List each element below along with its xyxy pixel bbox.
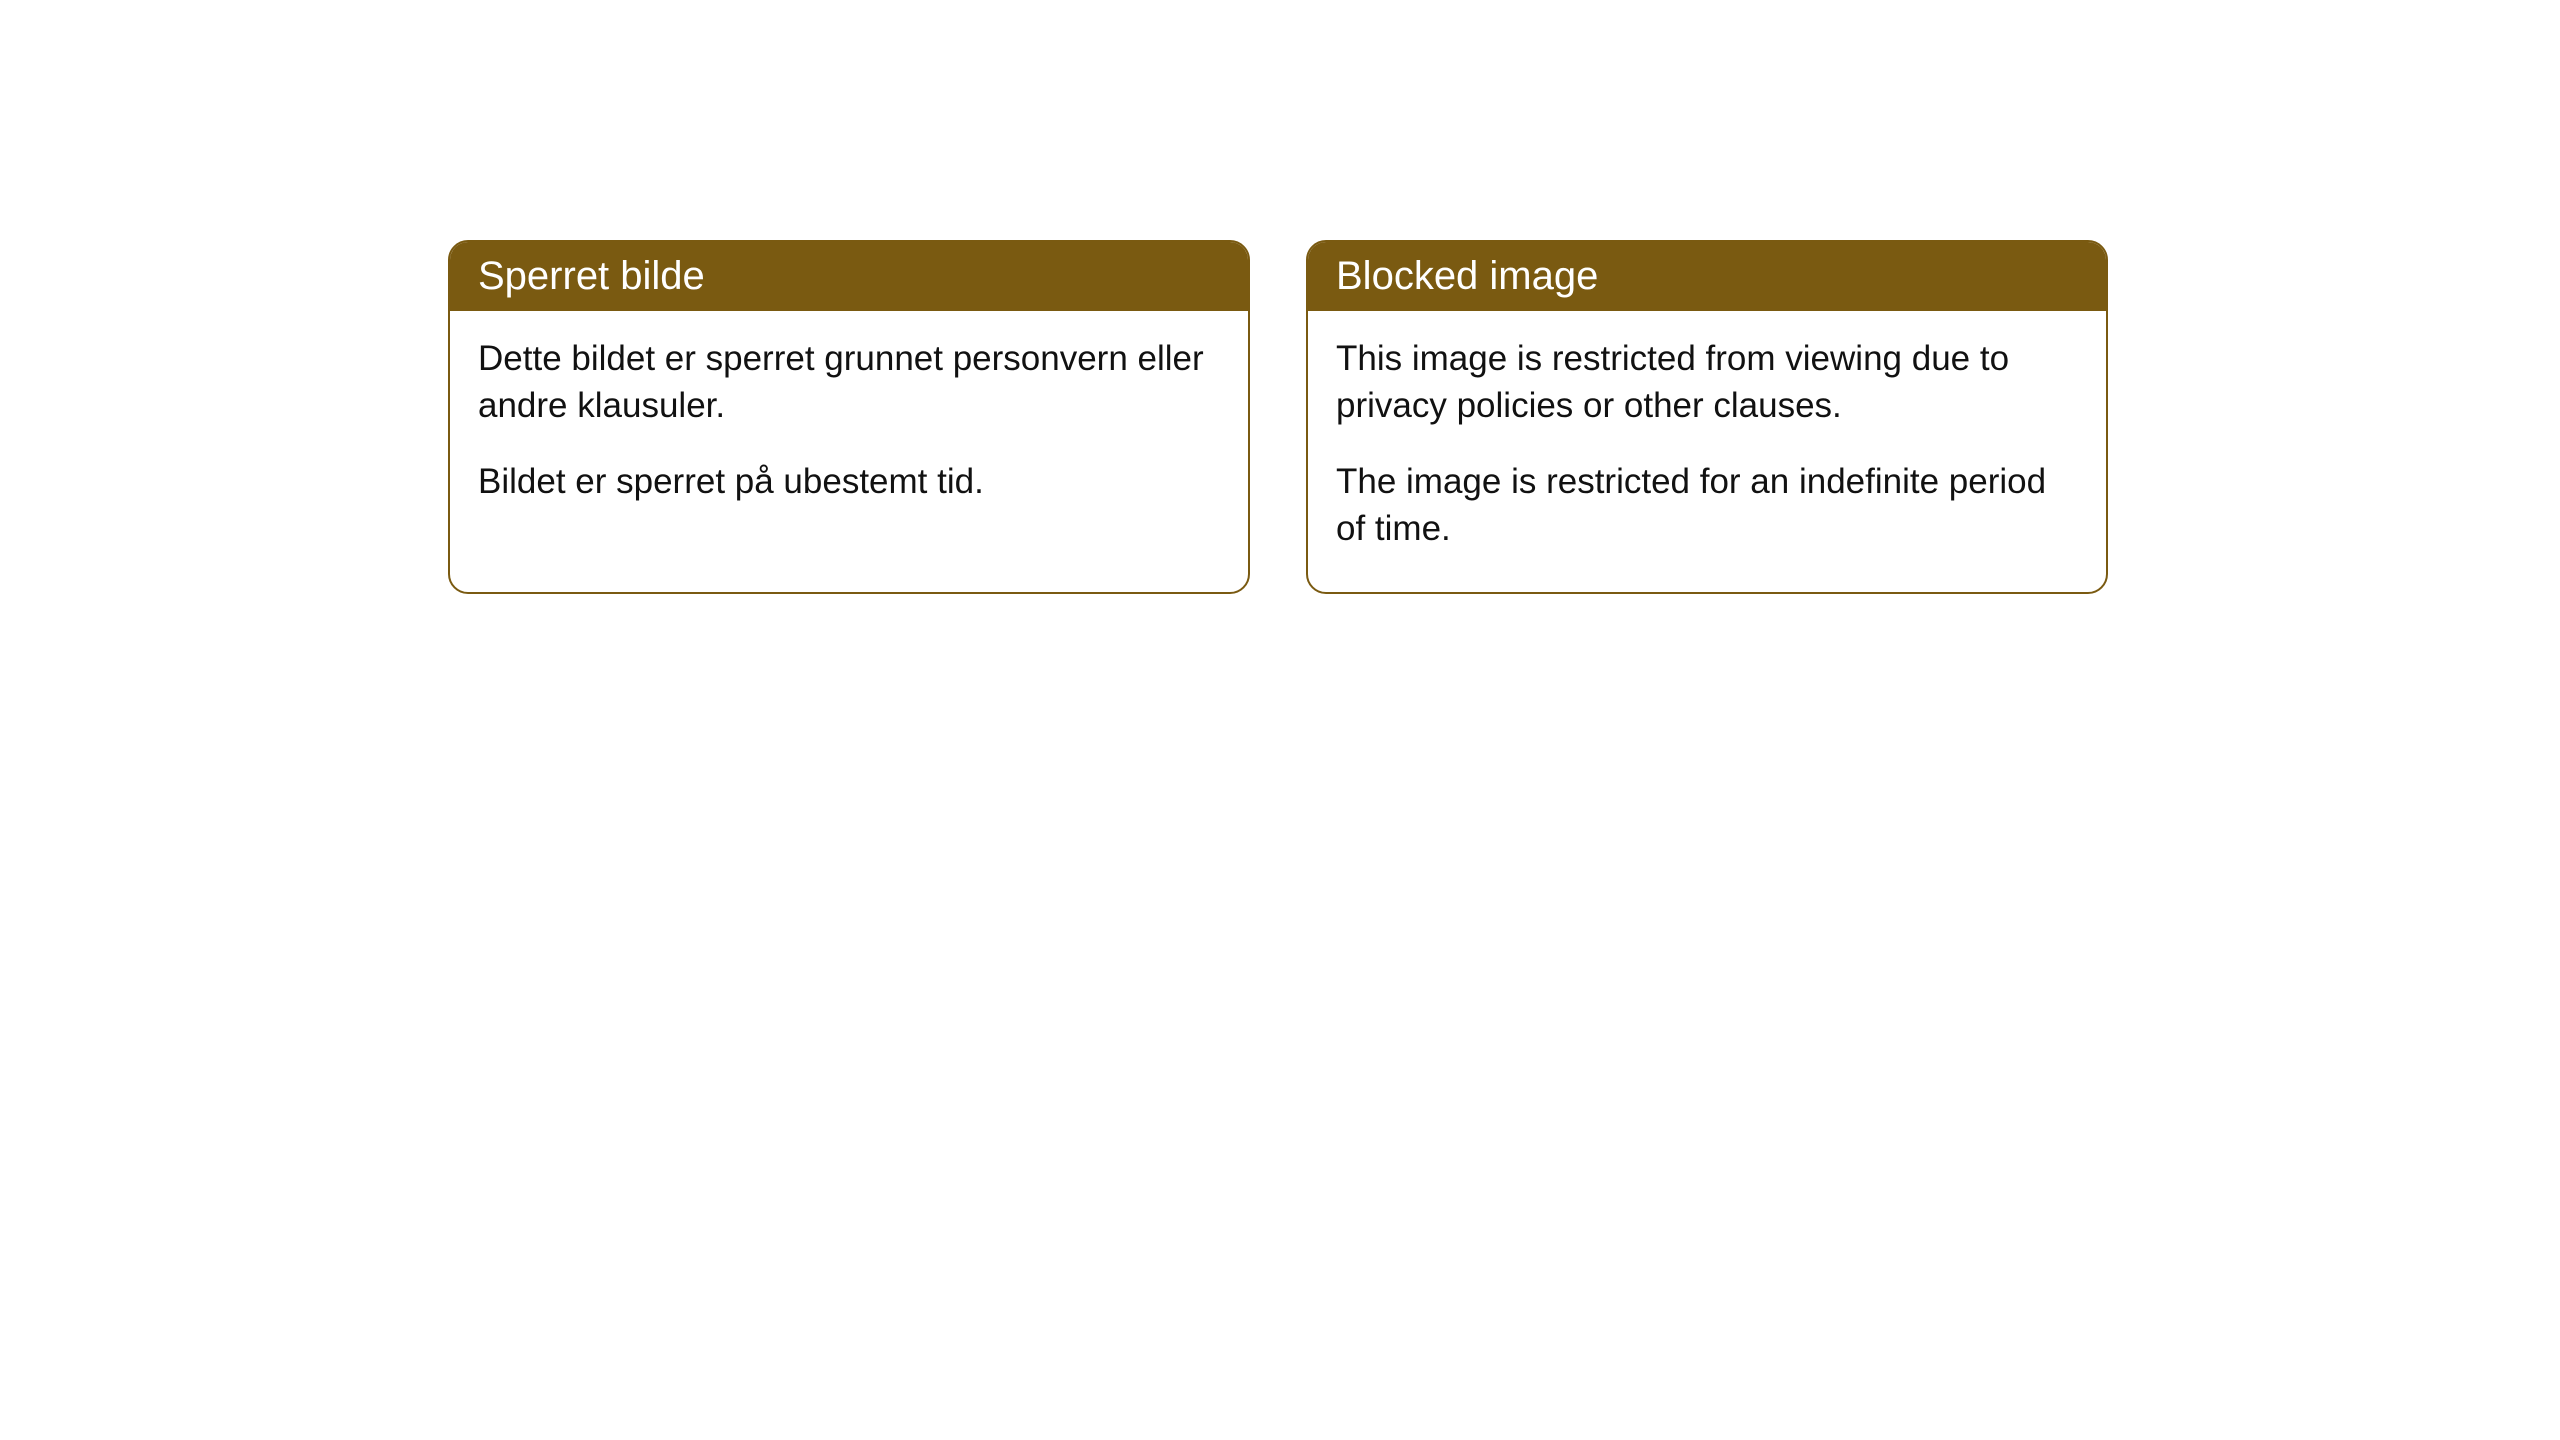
card-title-en: Blocked image <box>1336 254 1598 298</box>
card-title-no: Sperret bilde <box>478 254 705 298</box>
card-paragraph-no-2: Bildet er sperret på ubestemt tid. <box>478 458 1220 505</box>
card-header-en: Blocked image <box>1308 242 2106 311</box>
card-body-en: This image is restricted from viewing du… <box>1308 311 2106 592</box>
card-paragraph-no-1: Dette bildet er sperret grunnet personve… <box>478 335 1220 430</box>
blocked-image-card-en: Blocked image This image is restricted f… <box>1306 240 2108 594</box>
notice-cards-container: Sperret bilde Dette bildet er sperret gr… <box>0 0 2560 594</box>
card-paragraph-en-2: The image is restricted for an indefinit… <box>1336 458 2078 553</box>
blocked-image-card-no: Sperret bilde Dette bildet er sperret gr… <box>448 240 1250 594</box>
card-paragraph-en-1: This image is restricted from viewing du… <box>1336 335 2078 430</box>
card-body-no: Dette bildet er sperret grunnet personve… <box>450 311 1248 545</box>
card-header-no: Sperret bilde <box>450 242 1248 311</box>
